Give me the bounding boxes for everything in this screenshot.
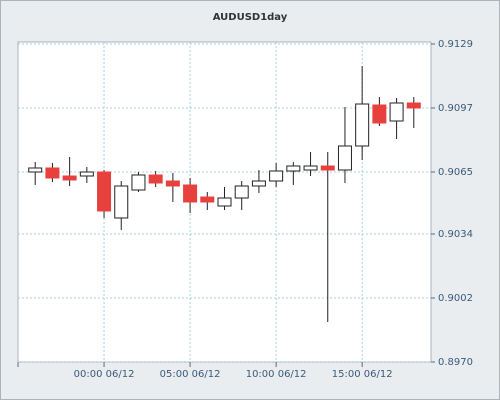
- y-tick-label: 0.9002: [438, 293, 473, 304]
- candle-body: [251, 180, 266, 187]
- candle-body: [234, 185, 249, 199]
- x-tick-label: 00:00 06/12: [74, 369, 135, 380]
- candle-body: [389, 102, 404, 122]
- x-tick-label: 15:00 06/12: [332, 369, 393, 380]
- y-tick-label: 0.9065: [438, 167, 473, 178]
- chart-title: AUDUSD1day: [213, 12, 288, 23]
- candle-body: [183, 184, 198, 203]
- candle-body: [79, 171, 94, 177]
- x-tick-label: 10:00 06/12: [246, 369, 307, 380]
- candle-body: [200, 196, 215, 203]
- y-tick-label: 0.9034: [438, 229, 473, 240]
- candle-body: [62, 175, 77, 181]
- candle-body: [320, 165, 335, 171]
- candle-body: [337, 145, 352, 171]
- candle-body: [217, 197, 232, 207]
- candle-body: [406, 102, 421, 109]
- y-tick-label: 0.9129: [438, 39, 473, 50]
- candle-body: [114, 185, 129, 219]
- candle-body: [28, 167, 43, 173]
- candle-body: [286, 165, 301, 172]
- y-tick-label: 0.8970: [438, 357, 473, 368]
- y-tick-label: 0.9097: [438, 103, 473, 114]
- candle-body: [355, 103, 370, 147]
- candle-body: [97, 171, 112, 212]
- candle-body: [372, 104, 387, 124]
- candle-body: [269, 170, 284, 182]
- candle-body: [131, 174, 146, 191]
- candle-body: [148, 174, 163, 184]
- candle-body: [165, 180, 180, 187]
- candle-body: [45, 167, 60, 179]
- candle-body: [303, 165, 318, 171]
- x-tick-label: 05:00 06/12: [160, 369, 221, 380]
